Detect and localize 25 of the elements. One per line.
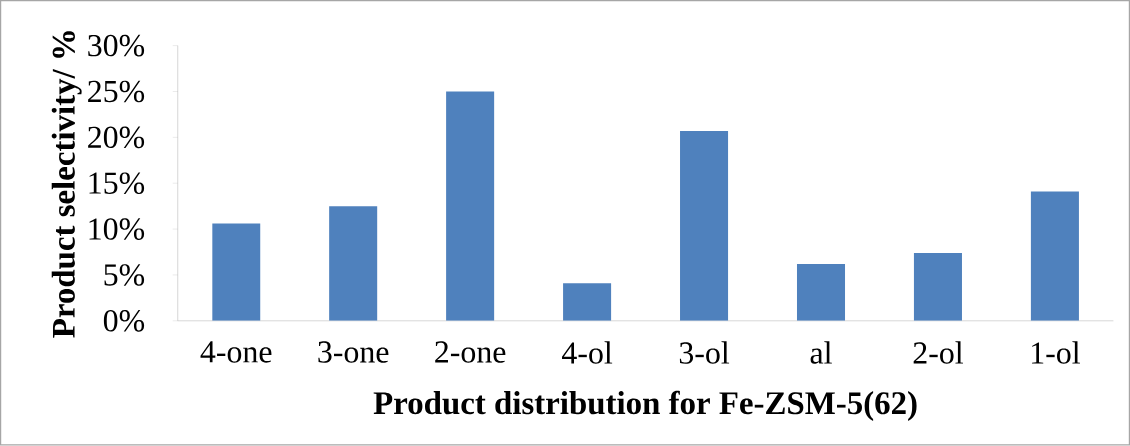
- x-tick-label: 4-ol: [562, 341, 613, 365]
- y-tick-label: 0%: [103, 310, 145, 332]
- bar: [796, 264, 846, 322]
- bar: [329, 206, 378, 322]
- x-tick-label: 2-ol: [913, 341, 964, 365]
- bar: [680, 131, 729, 322]
- bar: [563, 283, 612, 322]
- x-tick-label: 3-one: [318, 341, 389, 364]
- bar: [212, 223, 261, 322]
- bar: [913, 253, 962, 322]
- x-axis-title: Product distribution for Fe-ZSM-5(62): [373, 391, 917, 422]
- bar: [1030, 191, 1079, 322]
- y-tick-label: 15%: [89, 172, 145, 195]
- x-tick-label: 3-ol: [679, 341, 730, 365]
- x-tick-label: 4-one: [200, 341, 272, 363]
- y-tick-label: 20%: [88, 126, 145, 149]
- x-tick-label: al: [810, 341, 832, 365]
- y-tick-label: 30%: [88, 35, 145, 57]
- y-tick-label: 10%: [89, 218, 145, 241]
- y-tick-label: 5%: [104, 264, 145, 287]
- y-axis-title: Product selectivity/ %: [51, 31, 82, 338]
- x-tick-label: 2-one: [435, 341, 506, 364]
- y-tick-label: 25%: [88, 80, 145, 103]
- bar: [446, 91, 495, 322]
- x-tick-label: 1-ol: [1032, 341, 1080, 365]
